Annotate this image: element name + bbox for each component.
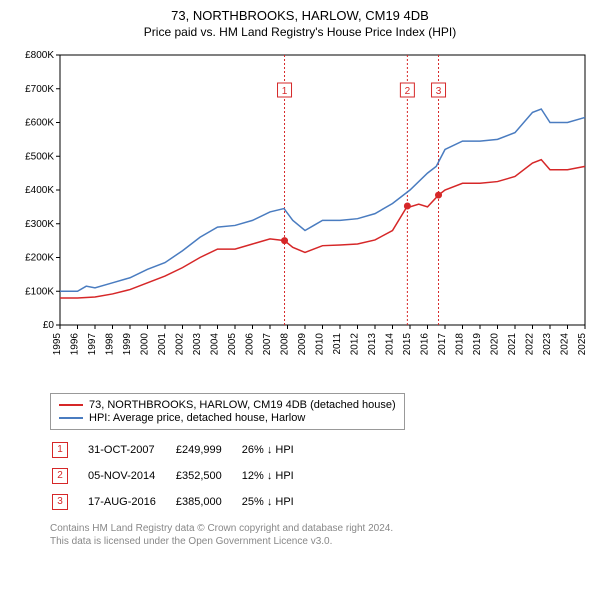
legend-item: 73, NORTHBROOKS, HARLOW, CM19 4DB (detac…: [59, 399, 396, 411]
svg-text:1999: 1999: [122, 333, 133, 356]
svg-text:1998: 1998: [105, 333, 116, 356]
chart-title: 73, NORTHBROOKS, HARLOW, CM19 4DB: [10, 8, 590, 23]
svg-text:2005: 2005: [227, 333, 238, 356]
svg-text:2013: 2013: [367, 333, 378, 356]
svg-text:1997: 1997: [87, 333, 98, 356]
legend-label: 73, NORTHBROOKS, HARLOW, CM19 4DB (detac…: [89, 399, 396, 411]
legend-label: HPI: Average price, detached house, Harl…: [89, 412, 305, 424]
footer-line-2: This data is licensed under the Open Gov…: [50, 535, 590, 548]
svg-text:2000: 2000: [140, 333, 151, 356]
svg-text:2004: 2004: [210, 333, 221, 356]
svg-text:2015: 2015: [402, 333, 413, 356]
svg-text:£100K: £100K: [25, 286, 54, 297]
svg-text:1: 1: [282, 86, 288, 97]
event-marker: 3: [52, 494, 68, 510]
event-row: 1 31-OCT-2007£249,99926% ↓ HPI: [52, 438, 312, 462]
event-row: 3 17-AUG-2016£385,00025% ↓ HPI: [52, 490, 312, 514]
event-date: 05-NOV-2014: [88, 464, 174, 488]
svg-text:2017: 2017: [437, 333, 448, 356]
event-marker: 2: [52, 468, 68, 484]
legend-box: 73, NORTHBROOKS, HARLOW, CM19 4DB (detac…: [50, 393, 405, 430]
svg-text:£600K: £600K: [25, 118, 54, 129]
svg-text:2001: 2001: [157, 333, 168, 356]
svg-text:£800K: £800K: [25, 50, 54, 61]
svg-text:2025: 2025: [577, 333, 588, 356]
chart-container: 73, NORTHBROOKS, HARLOW, CM19 4DB Price …: [0, 0, 600, 556]
chart-area: £0 £100K £200K £300K £400K £500K £600K £700K £80…: [10, 45, 590, 385]
svg-text:£300K: £300K: [25, 219, 54, 230]
svg-text:£500K: £500K: [25, 151, 54, 162]
footer-line-1: Contains HM Land Registry data © Crown c…: [50, 522, 590, 535]
event-date: 31-OCT-2007: [88, 438, 174, 462]
svg-text:2012: 2012: [350, 333, 361, 356]
svg-text:2020: 2020: [490, 333, 501, 356]
svg-text:2010: 2010: [315, 333, 326, 356]
svg-text:1995: 1995: [52, 333, 63, 356]
event-delta: 26% ↓ HPI: [242, 438, 312, 462]
svg-text:£700K: £700K: [25, 84, 54, 95]
legend-swatch: [59, 417, 83, 419]
event-delta: 25% ↓ HPI: [242, 490, 312, 514]
event-delta: 12% ↓ HPI: [242, 464, 312, 488]
svg-text:2019: 2019: [472, 333, 483, 356]
svg-text:2008: 2008: [280, 333, 291, 356]
svg-text:£400K: £400K: [25, 185, 54, 196]
svg-text:3: 3: [436, 86, 442, 97]
svg-text:2007: 2007: [262, 333, 273, 356]
svg-text:2014: 2014: [385, 333, 396, 356]
svg-text:2016: 2016: [420, 333, 431, 356]
event-price: £385,000: [176, 490, 240, 514]
svg-text:2024: 2024: [560, 333, 571, 356]
svg-text:2002: 2002: [175, 333, 186, 356]
line-chart-svg: £0 £100K £200K £300K £400K £500K £600K £700K £80…: [10, 45, 590, 385]
event-date: 17-AUG-2016: [88, 490, 174, 514]
svg-text:2021: 2021: [507, 333, 518, 356]
svg-text:2018: 2018: [455, 333, 466, 356]
svg-text:1996: 1996: [70, 333, 81, 356]
svg-text:2023: 2023: [542, 333, 553, 356]
chart-subtitle: Price paid vs. HM Land Registry's House …: [10, 25, 590, 39]
svg-text:£200K: £200K: [25, 253, 54, 264]
event-price: £352,500: [176, 464, 240, 488]
svg-text:2006: 2006: [245, 333, 256, 356]
svg-text:2009: 2009: [297, 333, 308, 356]
legend-swatch: [59, 404, 83, 406]
svg-text:2: 2: [405, 86, 411, 97]
events-table: 1 31-OCT-2007£249,99926% ↓ HPI 2 05-NOV-201…: [50, 436, 314, 516]
svg-text:2022: 2022: [525, 333, 536, 356]
svg-text:2011: 2011: [332, 333, 343, 355]
event-marker: 1: [52, 442, 68, 458]
event-row: 2 05-NOV-2014£352,50012% ↓ HPI: [52, 464, 312, 488]
svg-text:£0: £0: [43, 320, 55, 331]
legend-item: HPI: Average price, detached house, Harl…: [59, 412, 396, 424]
footer-note: Contains HM Land Registry data © Crown c…: [50, 522, 590, 548]
svg-text:2003: 2003: [192, 333, 203, 356]
event-price: £249,999: [176, 438, 240, 462]
title-block: 73, NORTHBROOKS, HARLOW, CM19 4DB Price …: [10, 8, 590, 39]
